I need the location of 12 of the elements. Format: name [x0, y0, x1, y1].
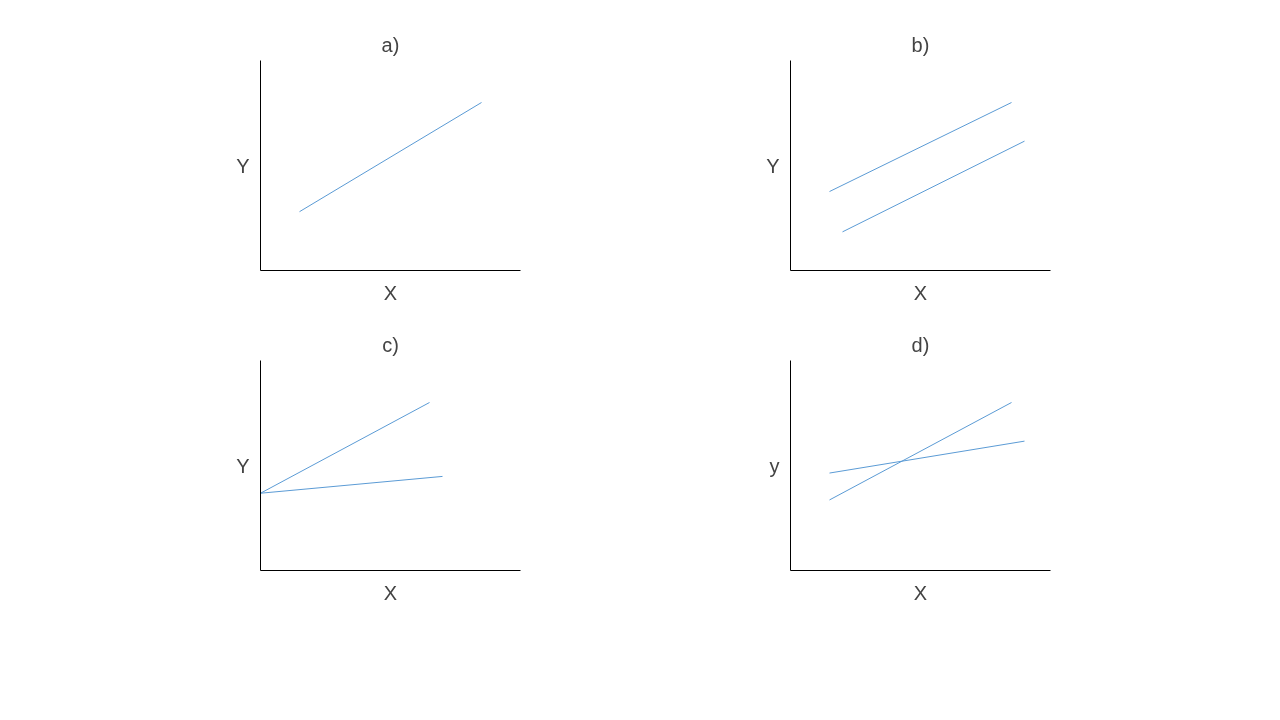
x-axis-title: X: [913, 581, 928, 604]
chart-title: c): [382, 333, 399, 356]
x-axis-title: X: [913, 281, 928, 304]
y-axis-title: Y: [766, 154, 780, 177]
y-axis-title: y: [769, 454, 780, 477]
y-axis-title: Y: [236, 454, 250, 477]
x-axis-title: X: [383, 281, 398, 304]
chart-title: b): [911, 33, 930, 56]
x-axis-title: X: [383, 581, 398, 604]
chart-title: d): [911, 333, 930, 356]
y-axis-title: Y: [236, 154, 250, 177]
chart-title: a): [381, 33, 400, 56]
